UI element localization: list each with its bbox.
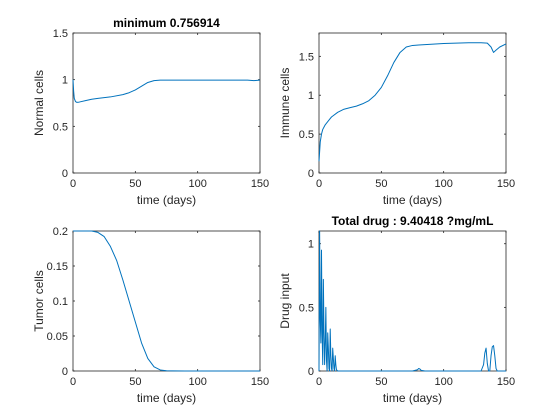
drug-input-ytick-label: 1 bbox=[308, 239, 314, 251]
drug-input-xtick-label: 0 bbox=[316, 376, 322, 388]
tumor-cells-ytick-label: 0.1 bbox=[53, 296, 68, 308]
normal-cells-ylabel: Normal cells bbox=[32, 70, 46, 136]
tumor-cells-xlabel: time (days) bbox=[137, 391, 196, 405]
normal-cells-ytick-label: 1 bbox=[62, 75, 68, 87]
immune-cells-xtick-label: 150 bbox=[497, 178, 515, 190]
tumor-cells-ylabel: Tumor cells bbox=[32, 270, 46, 332]
tumor-cells-ytick-label: 0.15 bbox=[47, 261, 68, 273]
drug-input-xlabel: time (days) bbox=[383, 391, 442, 405]
normal-cells-xtick-label: 0 bbox=[70, 178, 76, 190]
immune-cells-series-line bbox=[318, 42, 507, 162]
normal-cells-title: minimum 0.756914 bbox=[113, 16, 220, 30]
drug-input-title: Total drug : 9.40418 ?mg/mL bbox=[332, 214, 494, 228]
normal-cells-xtick-label: 100 bbox=[188, 178, 206, 190]
drug-input-subplot: 0 50 100 150 0 0.5 1 time (days) Drug input Total… bbox=[278, 214, 515, 405]
drug-input-axes-frame bbox=[318, 230, 507, 372]
normal-cells-ytick-label: 0 bbox=[62, 168, 68, 180]
tumor-cells-ytick-label: 0.05 bbox=[47, 331, 68, 343]
tumor-cells-ytick-label: 0.2 bbox=[53, 226, 68, 238]
immune-cells-xtick-label: 100 bbox=[434, 178, 452, 190]
normal-cells-ytick-label: 0.5 bbox=[53, 121, 68, 133]
normal-cells-series-line bbox=[72, 79, 261, 103]
normal-cells-axes-frame bbox=[72, 32, 261, 174]
immune-cells-subplot: 0 50 100 150 0 0.5 1 1.5 time (days) Immune cells bbox=[278, 32, 515, 207]
drug-input-xtick-label: 150 bbox=[497, 376, 515, 388]
immune-cells-xtick-label: 0 bbox=[316, 178, 322, 190]
drug-input-ytick-label: 0 bbox=[308, 366, 314, 378]
drug-input-series-line bbox=[318, 230, 506, 372]
immune-cells-ytick-label: 0.5 bbox=[299, 129, 314, 141]
drug-input-ytick-label: 0.5 bbox=[299, 302, 314, 314]
normal-cells-ytick-label: 1.5 bbox=[53, 28, 68, 40]
immune-cells-ytick-label: 1.5 bbox=[299, 51, 314, 63]
immune-cells-xtick-label: 50 bbox=[375, 178, 387, 190]
normal-cells-xlabel: time (days) bbox=[137, 193, 196, 207]
tumor-cells-xtick-label: 150 bbox=[251, 376, 269, 388]
tumor-cells-subplot: 0 50 100 150 0 0.05 0.1 0.15 0.2 time (days) Tumor… bbox=[32, 226, 269, 405]
normal-cells-xtick-label: 50 bbox=[129, 178, 141, 190]
tumor-cells-ytick-label: 0 bbox=[62, 366, 68, 378]
normal-cells-xtick-label: 150 bbox=[251, 178, 269, 190]
immune-cells-ytick-label: 1 bbox=[308, 90, 314, 102]
tumor-cells-xtick-label: 100 bbox=[188, 376, 206, 388]
immune-cells-ylabel: Immune cells bbox=[278, 68, 292, 139]
tumor-cells-xtick-label: 50 bbox=[129, 376, 141, 388]
tumor-cells-axes-frame bbox=[72, 230, 261, 372]
drug-input-ylabel: Drug input bbox=[278, 273, 292, 329]
drug-input-xtick-label: 100 bbox=[434, 376, 452, 388]
immune-cells-ytick-label: 0 bbox=[308, 168, 314, 180]
tumor-cells-series-line bbox=[73, 230, 260, 372]
immune-cells-xlabel: time (days) bbox=[383, 193, 442, 207]
drug-input-xtick-label: 50 bbox=[375, 376, 387, 388]
immune-cells-axes-frame bbox=[318, 32, 507, 174]
normal-cells-subplot: 0 50 100 150 0 0.5 1 1.5 time (days) Normal cells… bbox=[32, 16, 269, 207]
tumor-cells-xtick-label: 0 bbox=[70, 376, 76, 388]
